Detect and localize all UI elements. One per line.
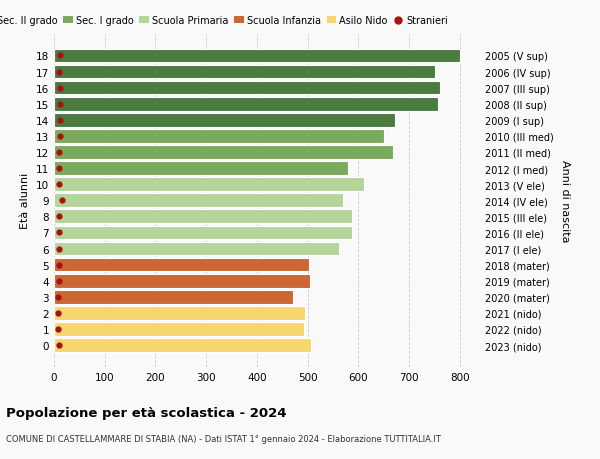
Bar (54, 82, 440, 95)
Bar (54, 338, 311, 352)
Bar (54, 114, 395, 128)
Text: Popolazione per età scolastica - 2024: Popolazione per età scolastica - 2024 (6, 406, 287, 419)
Bar (54, 178, 364, 191)
Bar (54, 242, 339, 256)
Bar (54, 210, 352, 224)
Bar (54, 290, 293, 304)
Text: COMUNE DI CASTELLAMMARE DI STABIA (NA) - Dati ISTAT 1° gennaio 2024 - Elaborazio: COMUNE DI CASTELLAMMARE DI STABIA (NA) -… (6, 434, 441, 443)
Bar (54, 50, 460, 63)
Legend: Sec. II grado, Sec. I grado, Scuola Primaria, Scuola Infanzia, Asilo Nido, Stran: Sec. II grado, Sec. I grado, Scuola Prim… (0, 16, 448, 26)
Bar (54, 258, 309, 272)
Bar (54, 194, 343, 207)
Bar (54, 322, 304, 336)
Bar (54, 226, 352, 240)
Bar (54, 162, 348, 175)
Bar (54, 146, 393, 159)
Bar (54, 98, 439, 112)
Bar (54, 306, 305, 320)
Bar (54, 274, 310, 288)
Y-axis label: Età alunni: Età alunni (20, 173, 31, 229)
Y-axis label: Anni di nascita: Anni di nascita (560, 160, 570, 242)
Bar (54, 130, 383, 143)
Bar (54, 66, 436, 79)
